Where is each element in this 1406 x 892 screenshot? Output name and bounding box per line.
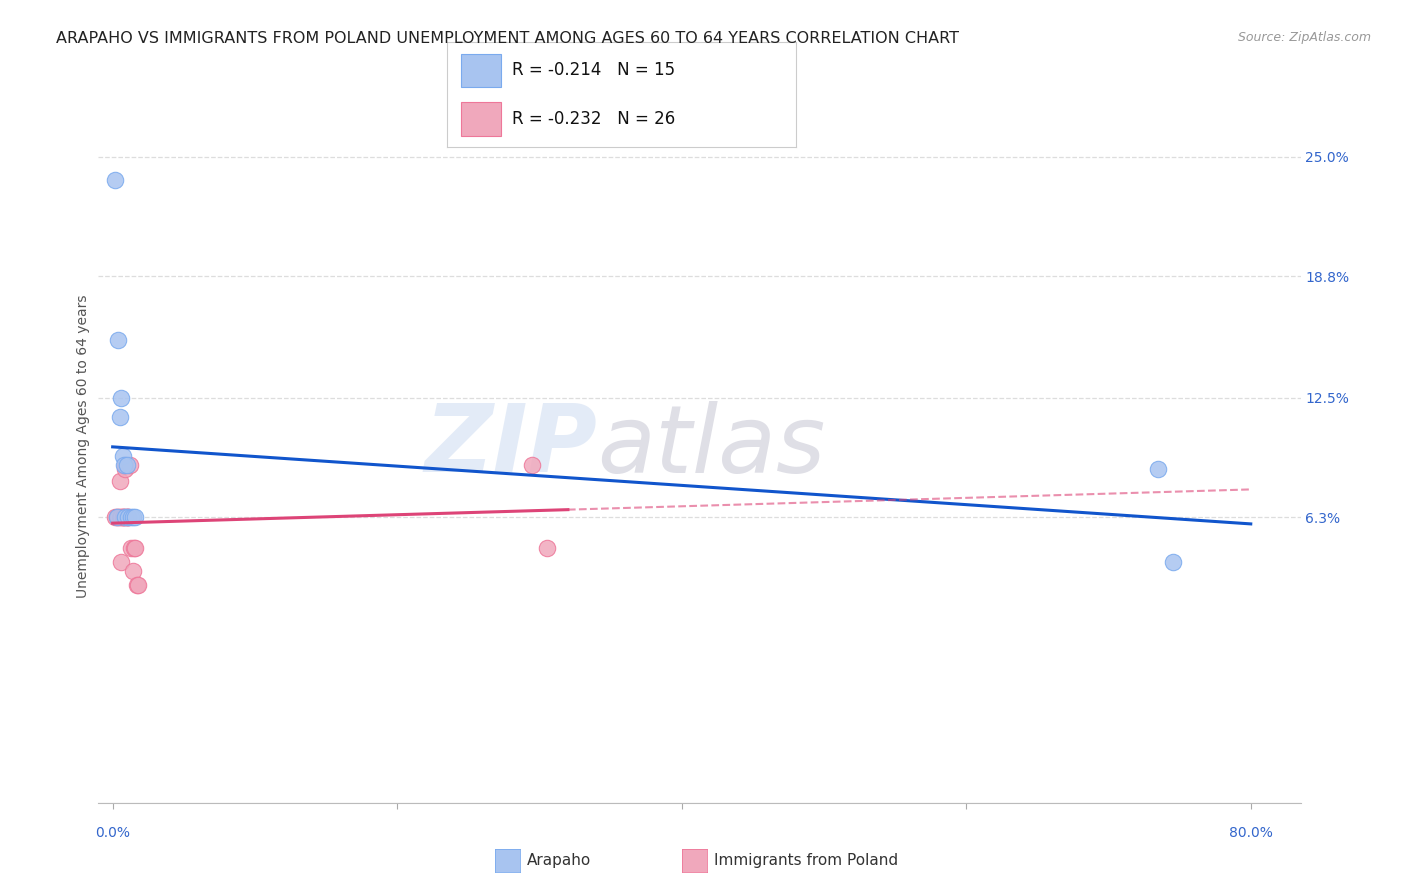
Text: Source: ZipAtlas.com: Source: ZipAtlas.com [1237,31,1371,45]
Point [120,541,142,556]
Point [108,510,131,524]
Text: ZIP: ZIP [425,400,598,492]
Text: R = -0.232   N = 26: R = -0.232 N = 26 [512,110,675,128]
Point [117,510,139,524]
Point [522,458,544,473]
Point [110,555,132,569]
Point [107,333,129,347]
FancyBboxPatch shape [461,54,501,87]
Text: Immigrants from Poland: Immigrants from Poland [714,854,898,868]
Text: atlas: atlas [598,401,825,491]
Text: Arapaho: Arapaho [527,854,592,868]
Point [115,458,138,473]
Point [104,510,127,524]
Point [108,410,131,425]
Point [107,510,129,524]
Point [115,510,138,524]
Point [115,510,138,524]
Point [111,449,134,463]
Point [108,474,131,488]
Point [105,510,128,524]
FancyBboxPatch shape [461,102,501,136]
Point [1147,462,1170,476]
Point [114,462,136,476]
Point [112,510,135,524]
Point [104,173,127,187]
Point [112,510,135,524]
Point [114,510,136,524]
Point [111,510,134,524]
Point [111,510,134,524]
Text: 0.0%: 0.0% [96,826,131,840]
Text: 80.0%: 80.0% [1229,826,1272,840]
Point [122,541,145,556]
Point [117,510,139,524]
Point [125,578,148,592]
Text: R = -0.214   N = 15: R = -0.214 N = 15 [512,62,675,79]
Point [110,510,132,524]
Point [121,565,143,579]
Point [110,391,132,405]
Point [114,458,136,473]
Y-axis label: Unemployment Among Ages 60 to 64 years: Unemployment Among Ages 60 to 64 years [76,294,90,598]
Point [536,541,558,556]
Point [120,510,142,524]
Point [124,541,146,556]
Point [112,458,135,473]
Point [121,510,143,524]
Point [105,510,128,524]
Point [124,510,146,524]
Point [1161,555,1184,569]
Point [117,510,139,524]
Point [127,578,149,592]
Text: ARAPAHO VS IMMIGRANTS FROM POLAND UNEMPLOYMENT AMONG AGES 60 TO 64 YEARS CORRELA: ARAPAHO VS IMMIGRANTS FROM POLAND UNEMPL… [56,31,959,46]
Point [118,458,141,473]
